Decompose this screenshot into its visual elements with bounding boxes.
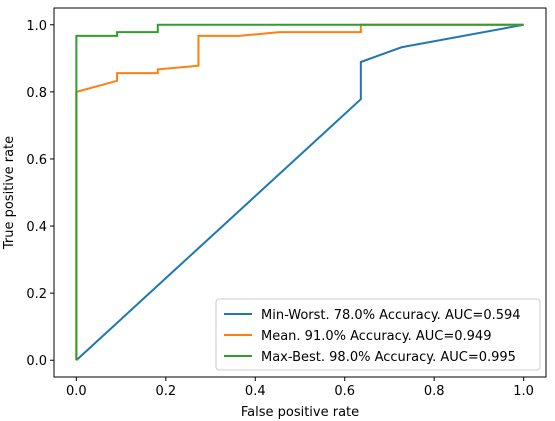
- series-line-0: [75, 23, 524, 361]
- legend-label-2: Max-Best. 98.0% Accuracy. AUC=0.995: [261, 350, 516, 365]
- y-axis-label: True positive rate: [2, 136, 17, 250]
- x-tick-label-0: 0.0: [66, 384, 87, 399]
- y-tick-label-4: 0.8: [26, 86, 47, 101]
- x-tick-label-4: 0.8: [424, 384, 445, 399]
- legend-label-1: Mean. 91.0% Accuracy. AUC=0.949: [261, 329, 491, 344]
- legend-label-0: Min-Worst. 78.0% Accuracy. AUC=0.594: [261, 308, 521, 323]
- series-line-1: [75, 23, 524, 361]
- y-tick-label-0: 0.0: [26, 354, 47, 369]
- x-tick-label-2: 0.4: [245, 384, 266, 399]
- x-tick-label-1: 0.2: [155, 384, 176, 399]
- y-tick-label-2: 0.4: [26, 220, 47, 235]
- x-axis-label: False positive rate: [241, 405, 359, 420]
- legend-box: [215, 298, 541, 371]
- series-line-2: [75, 23, 524, 361]
- x-tick-label-3: 0.6: [334, 384, 355, 399]
- axes-frame: [53, 7, 547, 378]
- plot-area: [53, 7, 547, 378]
- axis-ticks: 0.0 0.2 0.4 0.6 0.8 1.0 0.0 0.2 0.4 0.6 0.8 1.0: [26, 19, 534, 399]
- x-tick-label-5: 1.0: [513, 384, 534, 399]
- y-tick-label-5: 1.0: [26, 19, 47, 34]
- y-tick-label-3: 0.6: [26, 153, 47, 168]
- legend: Min-Worst. 78.0% Accuracy. AUC=0.594 Mean…: [215, 298, 541, 371]
- y-tick-label-1: 0.2: [26, 287, 47, 302]
